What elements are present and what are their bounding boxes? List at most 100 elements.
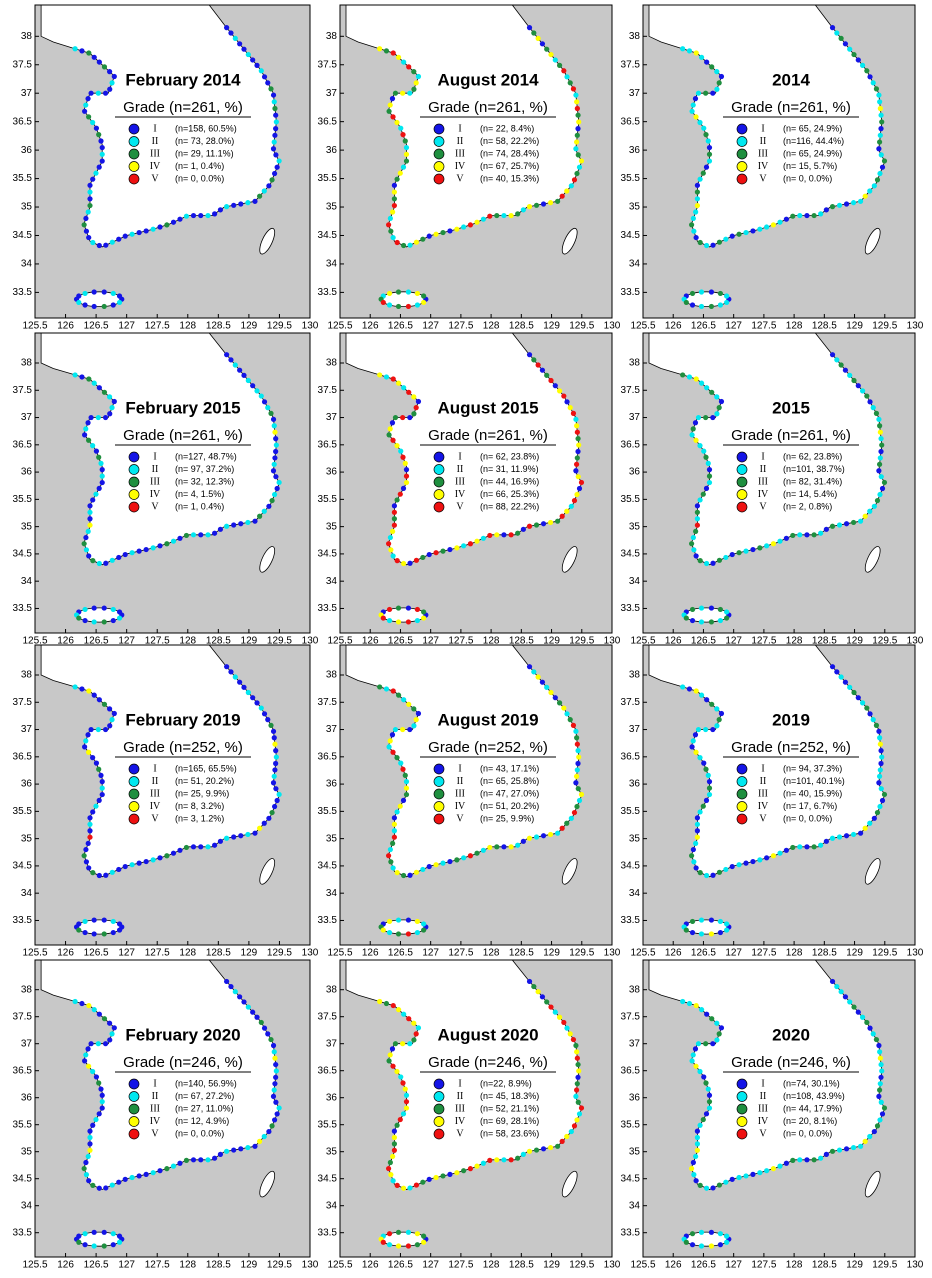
station-dot [494,1157,500,1163]
station-dot [390,749,396,755]
station-dot [718,73,725,80]
station-dot [694,509,701,515]
station-dot [276,791,282,798]
station-dot [714,1020,720,1026]
y-tick-label: 34 [326,888,338,899]
station-dot [508,532,514,538]
station-dot [177,847,183,853]
y-tick-label: 35 [629,521,641,532]
map-panel: 125.5 126 126.5 127 127.5 128 128.5 129 129.5 130… [621,959,924,1271]
station-dot [198,1157,204,1163]
station-dot [576,754,582,760]
station-dot [823,526,829,532]
legend-marker [433,801,445,812]
y-tick-label: 34 [326,576,338,587]
station-dot [689,432,695,438]
legend-marker [736,173,748,185]
station-dot [396,380,402,386]
y-tick-label: 33.5 [318,1227,338,1238]
station-dot [403,479,410,486]
legend-grade: V [456,173,464,184]
station-dot [698,1229,705,1235]
station-dot [574,767,580,773]
station-dot [851,689,857,696]
station-dot [403,1092,410,1098]
map-panel: 125.5 126 126.5 127 127.5 128 128.5 129 129.5 130… [621,644,924,959]
station-dot [164,541,170,547]
station-dot [575,1074,581,1080]
station-dot [501,212,507,219]
station-dot [245,831,251,838]
x-tick-label: 126 [665,321,682,332]
station-dot [881,791,888,798]
legend-marker [433,173,445,185]
x-tick-label: 125.5 [630,1260,655,1271]
station-dot [736,1174,742,1181]
station-dot [83,102,89,108]
map-content [648,333,888,625]
x-tick-label: 127.5 [448,321,473,332]
station-dot [515,842,521,848]
station-dot [724,299,730,306]
station-dot [388,859,394,865]
station-dot [93,1074,100,1080]
station-dot [72,684,78,690]
station-dot [876,1042,882,1049]
station-dot [708,619,715,625]
y-tick-label: 33.5 [13,1227,33,1238]
station-dot [552,1009,558,1015]
station-dot [96,797,102,803]
legend-grade: IV [758,161,769,172]
y-tick-label: 34.5 [621,549,641,560]
y-tick-label: 34.5 [318,861,338,872]
legend-marker [736,1091,748,1102]
station-dot [183,532,190,539]
station-dot [859,62,866,68]
station-dot [548,51,554,58]
station-dot [520,1151,526,1157]
legend-marker [433,476,445,488]
station-dot [697,1122,703,1128]
legend-label: (n= 12, 4.9%) [175,1116,229,1126]
station-dot [129,1174,135,1181]
station-dot [228,357,234,363]
station-dot [535,35,541,41]
station-dot [231,202,237,208]
station-dot [76,615,82,621]
station-dot [698,931,705,937]
station-dot [383,374,390,380]
legend-label: (n= 0, 0.0%) [175,173,224,183]
station-dot [573,1093,579,1099]
station-dot [797,532,803,538]
station-dot [400,766,406,772]
station-dot [842,679,849,685]
station-dot [269,1123,275,1129]
x-tick-label: 127.5 [448,948,473,959]
station-dot [397,1116,403,1123]
map-panel: 125.5 126 126.5 127 127.5 128 128.5 129 129.5 130… [13,959,319,1271]
legend-grade: I [153,1078,156,1089]
station-dot [391,503,397,509]
station-dot [694,1134,701,1141]
station-dot [573,773,580,779]
x-tick-label: 125.5 [22,321,47,332]
station-dot [102,726,109,733]
legend-grade: III [455,476,465,487]
station-dot [708,605,715,611]
station-dot [79,1000,85,1007]
station-dot [107,86,113,92]
station-dot [874,497,881,504]
station-dot [110,606,116,613]
station-dot [420,1179,426,1185]
station-dot [405,605,412,611]
station-dot [689,1058,695,1064]
legend-marker [433,1116,445,1127]
legend-label: (n= 2, 0.8%) [783,501,832,511]
y-tick-label: 35 [629,1146,641,1157]
station-dot [252,198,258,204]
station-dot [103,242,109,248]
station-dot [873,722,880,728]
station-dot [694,196,701,202]
station-dot [86,234,92,241]
station-dot [693,840,699,847]
